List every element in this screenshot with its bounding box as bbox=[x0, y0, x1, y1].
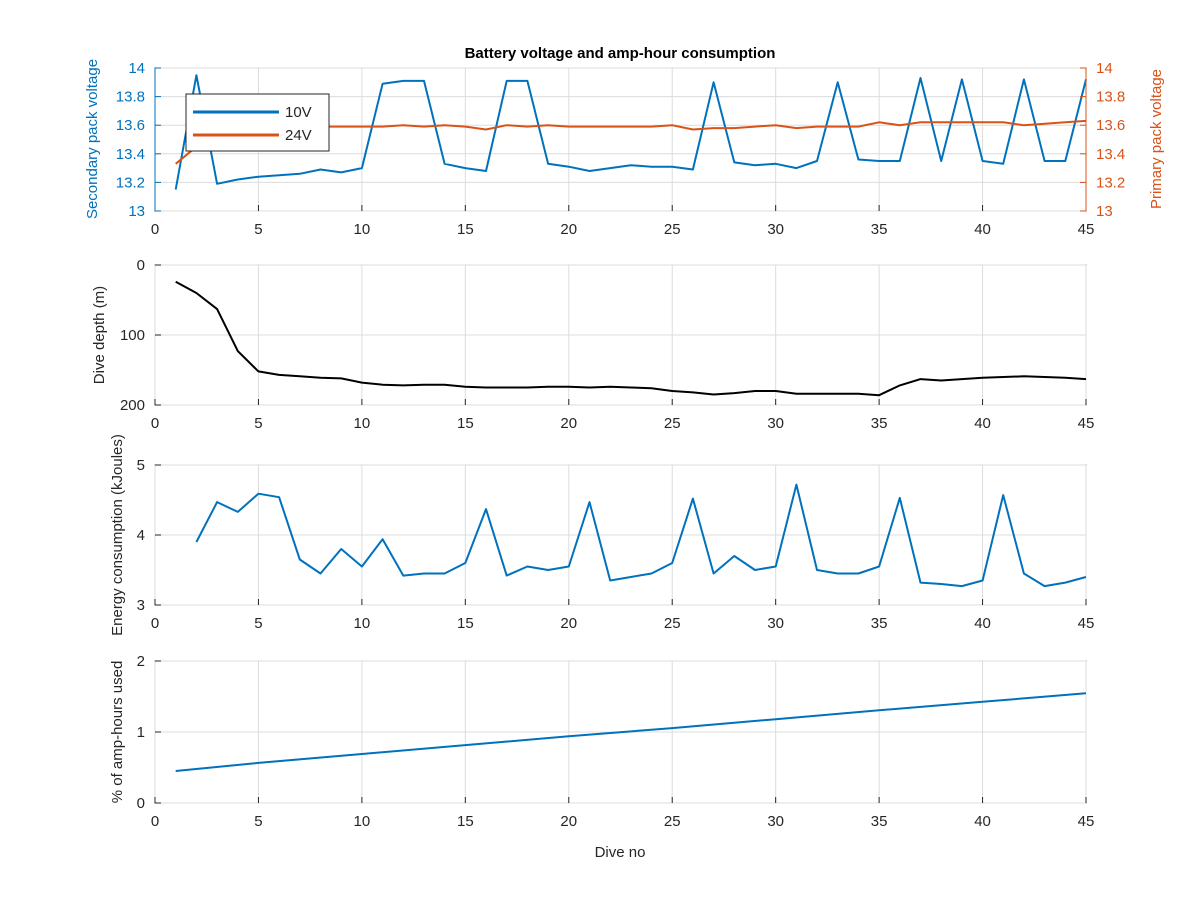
depth-ytick-label: 100 bbox=[120, 327, 145, 344]
amp-hours-xtick-label: 15 bbox=[457, 813, 474, 830]
voltage-xtick-label: 0 bbox=[151, 221, 159, 238]
energy-line-series bbox=[195, 483, 1087, 588]
amp-hours-ytick-label: 1 bbox=[137, 724, 145, 741]
depth-line-series bbox=[175, 280, 1087, 397]
depth-xtick-label: 5 bbox=[254, 415, 262, 432]
voltage-xtick-label: 45 bbox=[1078, 221, 1095, 238]
energy-xtick-label: 20 bbox=[560, 615, 577, 632]
chart-title: Battery voltage and amp-hour consumption bbox=[465, 45, 776, 62]
amp-hours-axis-label: % of amp-hours used bbox=[109, 661, 126, 804]
depth-xtick-label: 30 bbox=[767, 415, 784, 432]
depth-xtick-label: 20 bbox=[560, 415, 577, 432]
energy-axis-label: Energy consumption (kJoules) bbox=[109, 434, 126, 636]
voltage-panel: 0 5 10 15 20 25 30 35 40 45 1313.213.413.613.814 … bbox=[84, 45, 1165, 238]
voltage-xtick-label: 15 bbox=[457, 221, 474, 238]
legend: 10V 24V bbox=[185, 93, 330, 152]
energy-ytick-label: 4 bbox=[137, 527, 145, 544]
amp-hours-xtick-label: 20 bbox=[560, 813, 577, 830]
voltage-ytick-label: 13.4 bbox=[116, 146, 145, 163]
energy-xtick-label: 5 bbox=[254, 615, 262, 632]
voltage-xtick-label: 30 bbox=[767, 221, 784, 238]
depth-xtick-label: 40 bbox=[974, 415, 991, 432]
energy-xtick-label: 10 bbox=[354, 615, 371, 632]
voltage-xtick-label: 25 bbox=[664, 221, 681, 238]
right-ytick-label: 13.6 bbox=[1096, 117, 1125, 134]
right-ytick-label: 13.8 bbox=[1096, 89, 1125, 106]
amp-hours-xtick-label: 45 bbox=[1078, 813, 1095, 830]
right-ytick-label: 13.2 bbox=[1096, 174, 1125, 191]
depth-xtick-label: 15 bbox=[457, 415, 474, 432]
energy-xtick-label: 25 bbox=[664, 615, 681, 632]
legend-label-10v: 10V bbox=[285, 104, 312, 121]
energy-xtick-label: 0 bbox=[151, 615, 159, 632]
energy-xtick-label: 30 bbox=[767, 615, 784, 632]
voltage-xtick-label: 10 bbox=[354, 221, 371, 238]
voltage-ytick-label: 13.8 bbox=[116, 89, 145, 106]
depth-xtick-label: 10 bbox=[354, 415, 371, 432]
voltage-ytick-label: 13.6 bbox=[116, 117, 145, 134]
amp-hours-xtick-label: 35 bbox=[871, 813, 888, 830]
energy-xtick-label: 45 bbox=[1078, 615, 1095, 632]
energy-ytick-label: 3 bbox=[137, 597, 145, 614]
amp-hours-line-series bbox=[175, 692, 1087, 772]
right-ytick-label: 13 bbox=[1096, 203, 1113, 220]
primary-voltage-axis-label: Primary pack voltage bbox=[1148, 69, 1165, 209]
legend-box bbox=[185, 93, 330, 152]
energy-panel: 0 5 10 15 20 25 30 35 40 45 345 Energy consumptio… bbox=[109, 434, 1094, 636]
depth-xtick-label: 0 bbox=[151, 415, 159, 432]
amp-hours-ytick-label: 0 bbox=[137, 795, 145, 812]
voltage-line-10v bbox=[174, 74, 1087, 190]
amp-hours-panel: 0 5 10 15 20 25 30 35 40 45 0 1 2 % of amp-hours us… bbox=[109, 653, 1094, 861]
amp-hours-ytick-label: 2 bbox=[137, 653, 145, 670]
right-ytick-label: 13.4 bbox=[1096, 146, 1125, 163]
amp-hours-xtick-label: 25 bbox=[664, 813, 681, 830]
voltage-xtick-label: 40 bbox=[974, 221, 991, 238]
voltage-ytick-label: 14 bbox=[128, 60, 145, 77]
energy-xtick-label: 35 bbox=[871, 615, 888, 632]
legend-label-24v: 24V bbox=[285, 127, 312, 144]
amp-hours-xtick-label: 40 bbox=[974, 813, 991, 830]
voltage-xtick-label: 20 bbox=[560, 221, 577, 238]
voltage-xtick-label: 35 bbox=[871, 221, 888, 238]
voltage-xtick-label: 5 bbox=[254, 221, 262, 238]
depth-xtick-label: 25 bbox=[664, 415, 681, 432]
energy-xtick-label: 15 bbox=[457, 615, 474, 632]
depth-xtick-label: 45 bbox=[1078, 415, 1095, 432]
depth-xtick-label: 35 bbox=[871, 415, 888, 432]
amp-hours-xtick-label: 30 bbox=[767, 813, 784, 830]
voltage-ytick-label: 13 bbox=[128, 203, 145, 220]
amp-hours-xtick-label: 10 bbox=[354, 813, 371, 830]
depth-ytick-label: 200 bbox=[120, 397, 145, 414]
amp-hours-xtick-label: 5 bbox=[254, 813, 262, 830]
depth-panel: 0 5 10 15 20 25 30 35 40 45 0 100 200 Dive depth (m… bbox=[91, 257, 1094, 432]
x-axis-label: Dive no bbox=[595, 844, 646, 861]
right-ytick-label: 14 bbox=[1096, 60, 1113, 77]
energy-ytick-label: 5 bbox=[137, 457, 145, 474]
amp-hours-xtick-label: 0 bbox=[151, 813, 159, 830]
voltage-ytick-label: 13.2 bbox=[116, 174, 145, 191]
depth-axis-label: Dive depth (m) bbox=[91, 286, 108, 384]
depth-ytick-label: 0 bbox=[137, 257, 145, 274]
energy-xtick-label: 40 bbox=[974, 615, 991, 632]
secondary-voltage-axis-label: Secondary pack voltage bbox=[84, 59, 101, 219]
